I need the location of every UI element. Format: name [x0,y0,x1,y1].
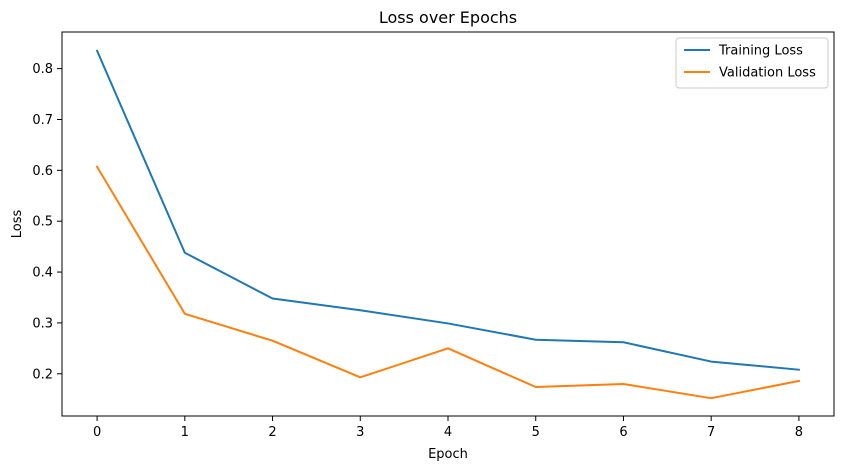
y-tick-label: 0.6 [32,164,53,179]
x-tick-label: 6 [619,425,627,440]
legend-label-training-loss: Training Loss [718,44,803,59]
series-line-validation-loss [95,165,801,400]
series-line-training-loss [95,49,800,371]
y-tick-label: 0.4 [32,266,53,281]
y-tick-label: 0.3 [32,316,53,331]
x-tick-label: 7 [707,425,715,440]
x-tick-label: 5 [532,425,540,440]
legend-box [675,37,829,89]
y-tick-label: 0.8 [32,62,53,77]
x-tick-label: 0 [93,425,101,440]
legend-label-validation-loss: Validation Loss [719,66,816,81]
x-tick-label: 1 [181,425,189,440]
legend: Training Loss Validation Loss [675,37,829,89]
plot-lines [95,49,801,400]
x-tick-label: 2 [268,425,276,440]
x-tick-label: 4 [444,425,452,440]
y-tick-label: 0.5 [32,215,53,230]
x-axis: 0 1 2 3 4 5 6 7 8 [93,416,803,440]
y-axis: 0.2 0.3 0.4 0.5 0.6 0.7 0.8 [32,62,62,382]
x-tick-label: 3 [356,425,364,440]
chart-title: Loss over Epochs [379,8,517,27]
x-tick-label: 8 [795,425,803,440]
y-tick-label: 0.2 [32,367,53,382]
y-tick-label: 0.7 [32,113,53,128]
x-axis-label: Epoch [428,447,468,462]
y-axis-label: Loss [10,210,25,239]
plot-frame [61,31,835,417]
